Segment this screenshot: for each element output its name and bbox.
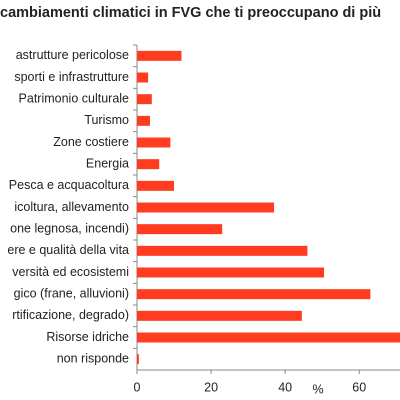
bar (137, 180, 175, 191)
y-tick-label: Patrimonio culturale (19, 91, 130, 105)
bar (137, 332, 400, 343)
chart-title: cambiamenti climatici in FVG che ti preo… (0, 5, 381, 21)
bar (137, 115, 150, 126)
x-tick-label: 60 (352, 380, 366, 394)
y-tick-label: astrutture pericolose (16, 48, 129, 62)
bar (137, 94, 152, 105)
y-tick-label: non risponde (57, 351, 129, 365)
bar (137, 159, 160, 170)
y-tick-label: Pesca e acquacoltura (9, 178, 129, 192)
bar (137, 289, 371, 300)
x-tick-label: 0 (134, 380, 141, 394)
bar (137, 202, 275, 213)
y-tick-label: one legnosa, incendi) (10, 221, 129, 235)
y-tick-label: sporti e infrastrutture (14, 70, 129, 84)
y-tick-label: gico (frane, alluvioni) (14, 286, 129, 300)
bar (137, 50, 182, 61)
y-tick-label: versità ed ecosistemi (12, 265, 129, 279)
x-axis-label: % (312, 382, 323, 396)
y-tick-label: ere e qualità della vita (7, 243, 129, 257)
bar (137, 72, 149, 83)
bar (137, 267, 325, 278)
bar (137, 137, 171, 148)
bar (137, 310, 302, 321)
x-tick-label: 20 (204, 380, 218, 394)
bar (137, 354, 139, 365)
y-tick-label: Risorse idriche (46, 330, 129, 344)
y-tick-label: icoltura, allevamento (14, 200, 129, 214)
y-tick-label: Zone costiere (53, 135, 129, 149)
x-tick-label: 40 (278, 380, 292, 394)
y-tick-label: Energia (86, 156, 129, 170)
bar (137, 224, 223, 235)
y-tick-label: Turismo (84, 113, 129, 127)
bar (137, 245, 308, 256)
y-tick-label: rtificazione, degrado) (12, 308, 129, 322)
